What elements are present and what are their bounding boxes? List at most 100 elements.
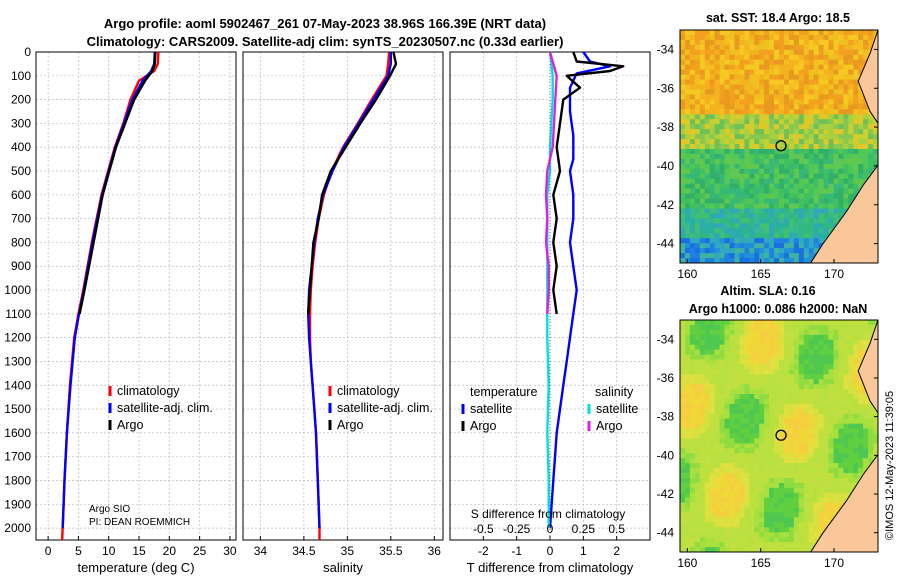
map-cell <box>719 59 726 66</box>
series-line-s-argo <box>544 51 558 314</box>
map-cell <box>764 99 770 105</box>
map-cell <box>833 119 839 125</box>
map-cell <box>685 453 691 459</box>
map-cell <box>724 248 730 254</box>
map-cell <box>769 213 775 219</box>
map-cell <box>853 64 859 71</box>
map-cell <box>685 35 691 41</box>
map-cell <box>719 324 726 331</box>
map-cell <box>764 163 770 170</box>
map-cell <box>689 448 696 454</box>
map-cell <box>739 542 745 548</box>
map-cell <box>734 99 740 105</box>
map-cell <box>798 64 805 71</box>
map-cell <box>744 473 750 479</box>
map-cell <box>714 517 721 523</box>
map-cell <box>724 238 730 244</box>
map-cell <box>699 243 706 249</box>
map-cell <box>843 344 849 351</box>
map-cell <box>808 223 815 229</box>
map-cell <box>714 84 721 91</box>
map-cell <box>709 168 716 175</box>
map-cell <box>858 44 864 51</box>
map-cell <box>784 339 790 346</box>
map-cell <box>729 114 735 120</box>
map-cell <box>680 438 686 444</box>
map-cell <box>744 502 750 509</box>
map-cell <box>774 374 780 380</box>
map-cell <box>779 438 785 444</box>
map-cell <box>784 344 790 351</box>
map-cell <box>788 374 795 380</box>
map-cell <box>843 158 849 165</box>
map-cell <box>774 443 780 449</box>
map-cell <box>853 334 859 341</box>
map-cell <box>734 119 740 125</box>
map-cell <box>734 124 740 130</box>
map-cell <box>784 213 790 219</box>
map-cell <box>808 84 815 91</box>
map-cell <box>719 517 726 523</box>
imos-stamp: ©IMOS 12-May-2023 11:39:05 <box>884 391 896 540</box>
map-cell <box>798 527 805 533</box>
map-cell <box>769 44 775 51</box>
map-cell <box>680 329 686 336</box>
map-cell <box>798 153 805 160</box>
map-cell <box>704 149 711 155</box>
map-cell <box>714 497 721 504</box>
y-tick-label: 600 <box>11 188 31 202</box>
map-cell <box>685 64 691 71</box>
map-cell <box>724 537 730 543</box>
map-cell <box>744 158 750 165</box>
map-frame <box>679 29 879 264</box>
map-cell <box>739 492 745 499</box>
map-cell <box>818 453 825 459</box>
map-cell <box>714 334 721 341</box>
map-cell <box>704 339 711 346</box>
map-cell <box>709 364 716 370</box>
map-cell <box>798 507 805 514</box>
map-cell <box>685 473 691 479</box>
map-cell <box>680 59 686 66</box>
map-cell <box>719 413 726 420</box>
map-cell <box>803 364 810 370</box>
map-cell <box>833 458 839 464</box>
map-cell <box>709 104 716 110</box>
map-cell <box>759 178 765 185</box>
map-cell <box>759 527 765 533</box>
map-cell <box>734 178 740 185</box>
map-cell <box>793 228 800 234</box>
map-cell <box>843 399 849 405</box>
map-cell <box>838 403 844 410</box>
map-cell <box>848 178 854 185</box>
map-cell <box>784 473 790 479</box>
map-cell <box>680 468 686 474</box>
map-cell <box>714 124 721 130</box>
map-cell <box>704 487 711 494</box>
map-cell <box>685 253 691 259</box>
map-cell <box>774 487 780 494</box>
map-cell <box>749 473 755 479</box>
map-cell <box>729 44 735 51</box>
map-cell <box>729 35 735 41</box>
map-cell <box>803 149 810 155</box>
map-cell <box>784 183 790 190</box>
map-cell <box>793 542 800 548</box>
map-cell <box>793 492 800 499</box>
map-cell <box>744 418 750 425</box>
map-cell <box>714 482 721 489</box>
map-cell <box>685 99 691 105</box>
map-cell <box>784 320 790 326</box>
map-cell <box>779 193 785 200</box>
map-cell <box>769 512 775 518</box>
map-cell <box>784 168 790 175</box>
map-cell <box>689 69 696 76</box>
map-cell <box>769 84 775 91</box>
map-cell <box>694 320 701 326</box>
profile-panel-3: -2 -1 0 1 2T difference from climatologytemp… <box>449 51 651 575</box>
map-cell <box>798 203 805 210</box>
map-cell <box>719 374 726 380</box>
map-cell <box>739 49 745 56</box>
map-cell <box>779 134 785 140</box>
map-cell <box>744 344 750 351</box>
